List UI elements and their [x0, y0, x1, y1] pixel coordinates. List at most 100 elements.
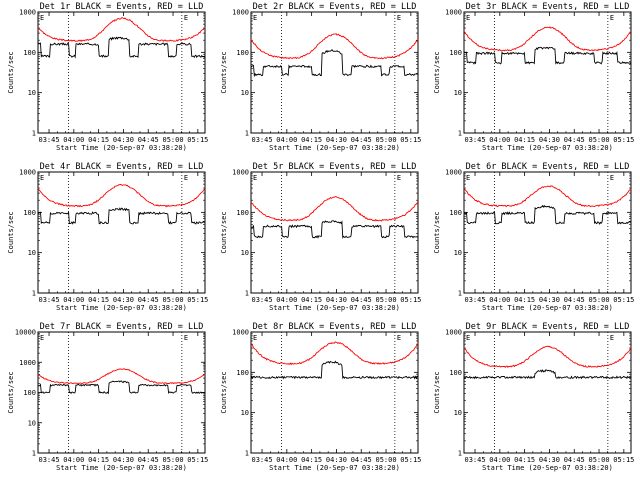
lld-series-line [250, 33, 419, 60]
x-tick-label: 04:45 [138, 136, 159, 144]
lld-series-line [37, 368, 206, 385]
x-tick-label: 04:00 [276, 136, 297, 144]
x-tick-label: 04:00 [276, 456, 297, 464]
x-tick-label: 05:15 [400, 136, 421, 144]
detector-panel-4: Det 4r BLACK = Events, RED = LLD 1 10 100 10… [7, 162, 208, 312]
y-tick-label: 10 [241, 249, 249, 257]
x-tick-label: 04:15 [301, 296, 322, 304]
x-tick-label: 05:15 [400, 456, 421, 464]
x-tick-label: 04:00 [489, 136, 510, 144]
start-e-marker: E [40, 174, 44, 182]
y-axis-label: Counts/sec [433, 51, 441, 93]
x-tick-label: 04:45 [564, 456, 585, 464]
y-tick-label: 100 [449, 209, 462, 217]
y-tick-label: 10 [28, 249, 36, 257]
x-axis-label: Start Time (20-Sep-07 03:38:20) [269, 464, 400, 472]
x-axis-label: Start Time (20-Sep-07 03:38:20) [56, 144, 187, 152]
x-axis-label: Start Time (20-Sep-07 03:38:20) [56, 304, 187, 312]
x-tick-label: 04:45 [564, 136, 585, 144]
plot-frame [37, 331, 206, 454]
y-axis-label: Counts/sec [220, 371, 228, 413]
start-e-marker: E [253, 334, 257, 342]
y-tick-label: 1000 [445, 169, 462, 177]
panel-title: Det 1r BLACK = Events, RED = LLD [40, 2, 204, 12]
y-tick-label: 10 [241, 409, 249, 417]
y-tick-label: 1 [32, 290, 36, 298]
x-tick-label: 04:15 [514, 136, 535, 144]
events-series-line [251, 220, 419, 240]
panel-title: Det 8r BLACK = Events, RED = LLD [253, 322, 417, 332]
detector-panel-1: Det 1r BLACK = Events, RED = LLD 1 10 100 10… [7, 2, 208, 152]
plot-frame [250, 331, 419, 454]
x-tick-label: 05:00 [588, 296, 609, 304]
y-tick-label: 100 [236, 369, 249, 377]
events-series-line [250, 360, 419, 380]
detector-panel-2: Det 2r BLACK = Events, RED = LLD 1 10 100 10… [220, 2, 421, 152]
events-series-line [463, 369, 632, 380]
y-tick-label: 10000 [15, 329, 36, 337]
plot-frame [463, 331, 632, 454]
x-axis-label: Start Time (20-Sep-07 03:38:20) [482, 464, 613, 472]
x-tick-label: 04:15 [301, 136, 322, 144]
lld-series-line [37, 17, 206, 42]
x-tick-label: 05:00 [375, 296, 396, 304]
y-tick-label: 1000 [232, 169, 249, 177]
y-tick-label: 100 [23, 209, 36, 217]
y-tick-label: 1000 [445, 329, 462, 337]
end-e-marker: E [397, 174, 401, 182]
plot-frame [463, 171, 632, 294]
y-tick-label: 1 [458, 450, 462, 458]
y-tick-label: 1 [245, 450, 249, 458]
x-tick-label: 04:45 [351, 456, 372, 464]
x-tick-label: 05:15 [187, 296, 208, 304]
x-tick-label: 04:00 [489, 296, 510, 304]
plot-frame [250, 11, 419, 134]
x-tick-label: 05:00 [375, 456, 396, 464]
y-tick-label: 100 [23, 389, 36, 397]
start-e-marker: E [466, 14, 470, 22]
y-tick-label: 1 [32, 450, 36, 458]
y-tick-label: 10 [28, 419, 36, 427]
lld-series-line [37, 183, 206, 208]
y-tick-label: 1 [245, 290, 249, 298]
x-axis-label: Start Time (20-Sep-07 03:38:20) [56, 464, 187, 472]
panel-title: Det 5r BLACK = Events, RED = LLD [253, 162, 417, 172]
x-tick-label: 04:00 [489, 456, 510, 464]
panel-title: Det 6r BLACK = Events, RED = LLD [466, 162, 630, 172]
x-tick-label: 03:45 [251, 136, 272, 144]
lld-series-line [463, 345, 632, 369]
x-tick-label: 04:45 [564, 296, 585, 304]
end-e-marker: E [397, 14, 401, 22]
lld-series-line [250, 196, 419, 222]
lld-series-line [463, 26, 632, 52]
events-series-line [37, 207, 206, 225]
x-tick-label: 04:45 [138, 456, 159, 464]
start-e-marker: E [466, 174, 470, 182]
y-tick-label: 1000 [445, 9, 462, 17]
x-tick-label: 04:15 [514, 456, 535, 464]
x-tick-label: 04:45 [351, 136, 372, 144]
x-tick-label: 05:15 [613, 136, 634, 144]
end-e-marker: E [397, 334, 401, 342]
x-tick-label: 04:30 [326, 296, 347, 304]
y-tick-label: 100 [449, 49, 462, 57]
x-tick-label: 05:00 [588, 456, 609, 464]
x-tick-label: 04:45 [351, 296, 372, 304]
plot-frame [37, 11, 206, 134]
y-tick-label: 1000 [232, 329, 249, 337]
x-tick-label: 04:15 [301, 456, 322, 464]
start-e-marker: E [40, 334, 44, 342]
y-tick-label: 10 [28, 89, 36, 97]
events-series-line [37, 380, 206, 395]
y-tick-label: 1000 [232, 9, 249, 17]
end-e-marker: E [610, 334, 614, 342]
x-tick-label: 05:15 [400, 296, 421, 304]
start-e-marker: E [466, 334, 470, 342]
plot-frame [463, 11, 632, 134]
start-e-marker: E [253, 174, 257, 182]
x-tick-label: 04:00 [63, 296, 84, 304]
y-tick-label: 10 [454, 89, 462, 97]
x-tick-label: 04:15 [514, 296, 535, 304]
end-e-marker: E [184, 174, 188, 182]
x-tick-label: 05:00 [162, 456, 183, 464]
